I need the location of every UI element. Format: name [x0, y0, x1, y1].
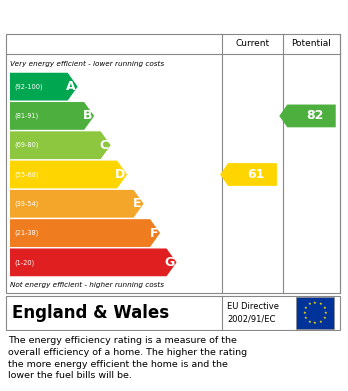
Text: ★: ★: [308, 302, 311, 306]
Bar: [296, 297, 334, 329]
Text: (21-38): (21-38): [14, 230, 38, 236]
Text: (39-54): (39-54): [14, 201, 38, 207]
Text: Current: Current: [236, 39, 270, 48]
Text: ★: ★: [324, 311, 327, 315]
Text: A: A: [66, 80, 76, 93]
Text: (69-80): (69-80): [14, 142, 39, 149]
Text: Very energy efficient - lower running costs: Very energy efficient - lower running co…: [10, 61, 164, 67]
Polygon shape: [10, 219, 160, 247]
Text: ★: ★: [304, 306, 308, 310]
Text: ★: ★: [302, 311, 306, 315]
Polygon shape: [220, 163, 277, 186]
Text: Not energy efficient - higher running costs: Not energy efficient - higher running co…: [10, 282, 164, 288]
Text: (81-91): (81-91): [14, 113, 38, 119]
Text: ★: ★: [318, 320, 322, 324]
Text: 2002/91/EC: 2002/91/EC: [227, 315, 275, 324]
Polygon shape: [279, 104, 336, 127]
Text: The energy efficiency rating is a measure of the
overall efficiency of a home. T: The energy efficiency rating is a measur…: [8, 336, 247, 380]
Text: 82: 82: [306, 109, 323, 122]
Text: ★: ★: [313, 301, 317, 305]
Polygon shape: [10, 73, 78, 100]
Polygon shape: [10, 190, 144, 218]
Text: F: F: [150, 226, 158, 240]
Text: (55-68): (55-68): [14, 171, 39, 178]
Text: England & Wales: England & Wales: [12, 304, 169, 322]
Polygon shape: [10, 161, 127, 188]
Polygon shape: [10, 102, 94, 130]
Text: Energy Efficiency Rating: Energy Efficiency Rating: [8, 9, 218, 23]
Text: ★: ★: [313, 321, 317, 325]
Text: Potential: Potential: [292, 39, 331, 48]
Text: ★: ★: [304, 316, 308, 320]
Text: (92-100): (92-100): [14, 83, 42, 90]
Polygon shape: [10, 248, 176, 276]
Text: (1-20): (1-20): [14, 259, 34, 265]
Text: 61: 61: [247, 168, 264, 181]
Text: D: D: [115, 168, 125, 181]
Polygon shape: [10, 131, 111, 159]
Text: C: C: [100, 139, 109, 152]
Text: ★: ★: [308, 320, 311, 324]
Text: ★: ★: [322, 316, 326, 320]
Text: ★: ★: [318, 302, 322, 306]
Text: E: E: [133, 197, 142, 210]
Text: B: B: [83, 109, 92, 122]
Text: G: G: [164, 256, 175, 269]
Text: ★: ★: [322, 306, 326, 310]
Text: EU Directive: EU Directive: [227, 302, 279, 311]
